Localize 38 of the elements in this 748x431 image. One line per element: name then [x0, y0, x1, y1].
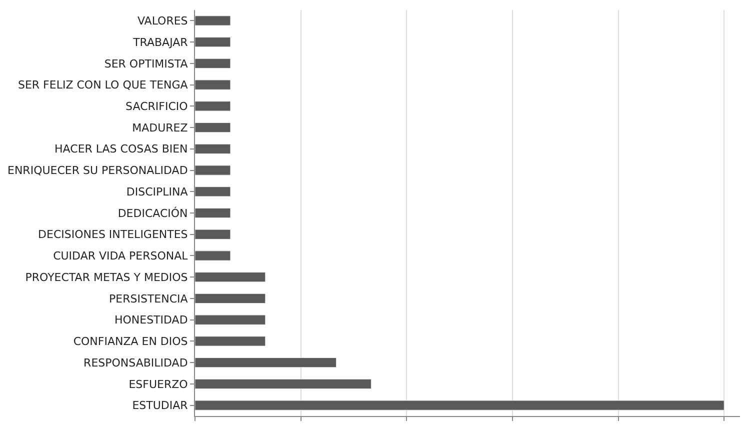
y-tick-label: PROYECTAR METAS Y MEDIOS	[25, 270, 188, 284]
bar	[195, 16, 231, 26]
bar	[195, 336, 266, 346]
y-tick-label: ENRIQUECER SU PERSONALIDAD	[8, 164, 188, 178]
y-tick-label: VALORES	[137, 14, 188, 28]
y-tick-label: SACRIFICIO	[126, 100, 188, 114]
bar	[195, 122, 231, 133]
y-tick-label: TRABAJAR	[132, 36, 188, 49]
bar	[195, 358, 337, 368]
y-tick-label: MADUREZ	[132, 121, 188, 134]
y-tick-label: HACER LAS COSAS BIEN	[54, 142, 188, 156]
y-tick-label: ESFUERZO	[128, 378, 188, 391]
bar	[195, 272, 266, 282]
bar	[195, 144, 231, 154]
y-tick-label: SER OPTIMISTA	[104, 57, 188, 70]
bar	[195, 186, 231, 197]
y-tick-label: PERSISTENCIA	[109, 292, 188, 306]
y-tick-label: DISCIPLINA	[126, 185, 188, 198]
bar	[195, 293, 266, 304]
y-tick-label: HONESTIDAD	[114, 314, 188, 327]
bar	[195, 58, 231, 68]
y-tick-label: CONFIANZA EN DIOS	[73, 335, 188, 348]
bar	[195, 165, 231, 176]
y-tick-label: CUIDAR VIDA PERSONAL	[53, 250, 189, 263]
y-tick-label: ESTUDIAR	[132, 399, 188, 412]
bar	[195, 400, 724, 410]
y-tick-label: DECISIONES INTELIGENTES	[38, 228, 188, 242]
bar	[195, 101, 231, 112]
y-tick-label: SER FELIZ CON LO QUE TENGA	[18, 78, 188, 92]
bar	[195, 36, 231, 48]
bar	[195, 208, 231, 218]
bar	[195, 229, 231, 240]
bar	[195, 314, 266, 325]
bar	[195, 378, 372, 390]
bar	[195, 250, 231, 261]
bar	[195, 80, 231, 90]
y-tick-label: RESPONSABILIDAD	[84, 356, 188, 370]
y-tick-label: DEDICACIÓN	[118, 206, 188, 220]
